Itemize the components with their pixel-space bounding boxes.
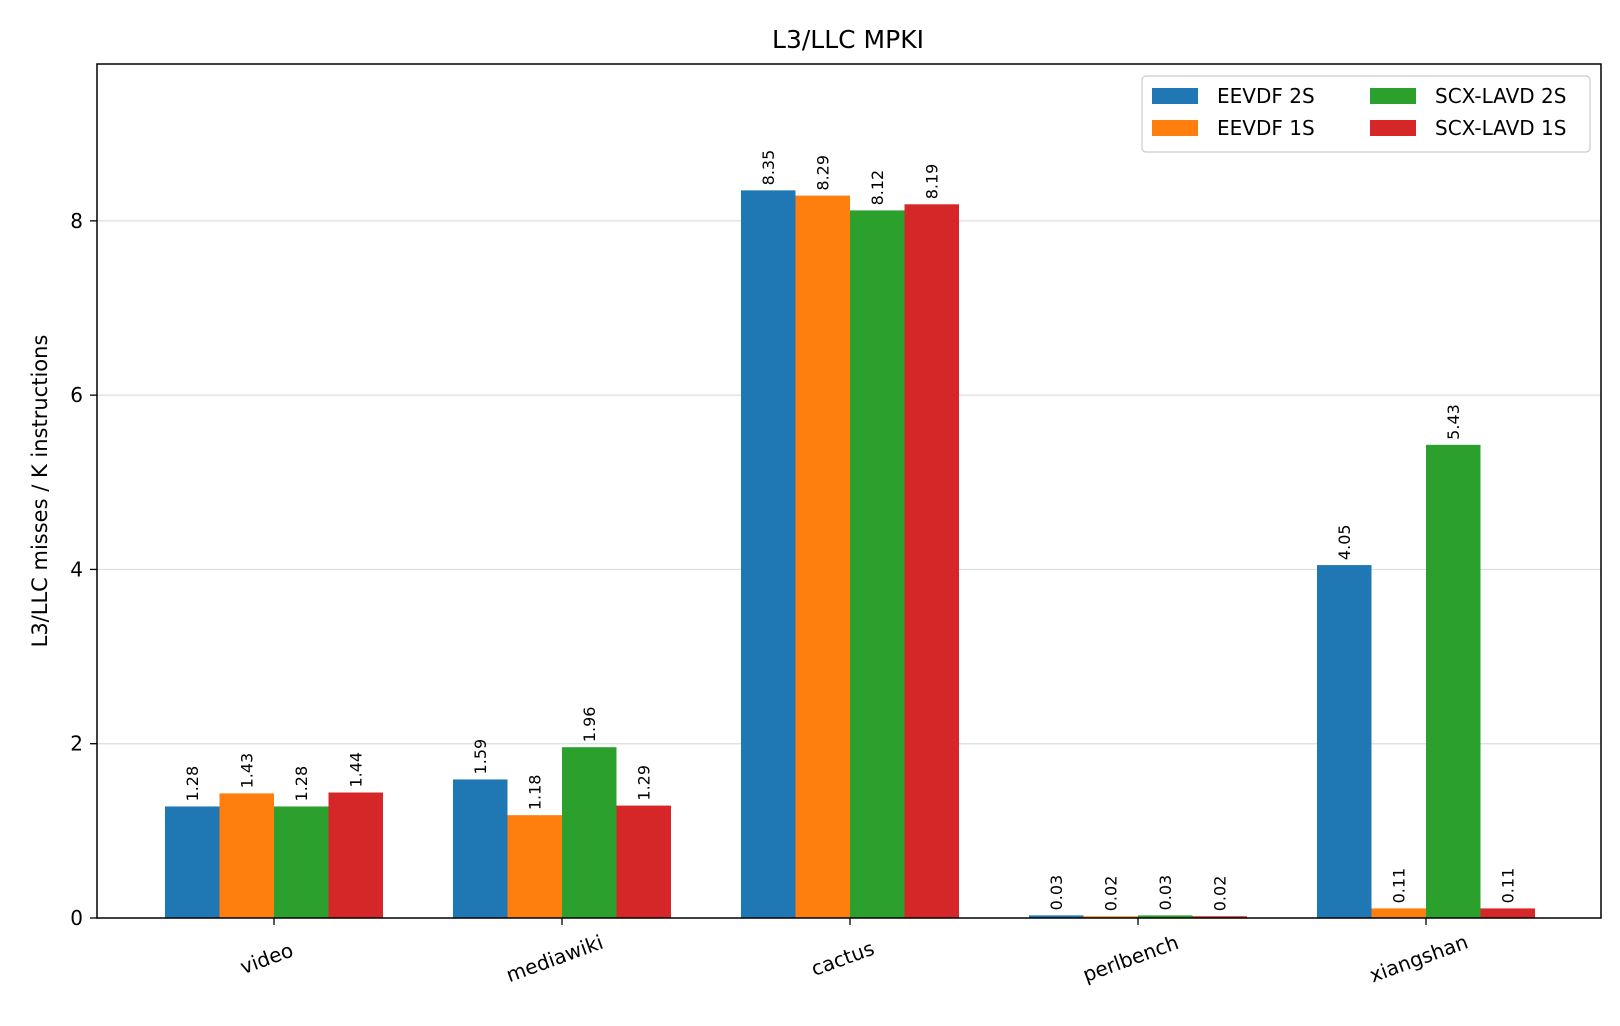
bar-value-label: 1.43 (238, 753, 257, 789)
bar (616, 805, 671, 918)
bar (219, 793, 274, 918)
bar-value-label: 0.03 (1047, 875, 1066, 911)
bar-value-label: 8.19 (923, 164, 942, 200)
legend-swatch (1152, 120, 1198, 136)
legend-swatch (1370, 120, 1416, 136)
bar (453, 779, 508, 918)
bar (850, 210, 905, 918)
bar-labels: 1.28 1.43 1.28 1.44 1.59 1.18 1.96 1.29 8.35 8.29… (183, 150, 1518, 912)
y-axis-title: L3/LLC misses / K instructions (28, 335, 52, 648)
legend-swatch (1152, 88, 1198, 104)
x-tick-label: xiangshan (1366, 930, 1471, 988)
bar (1138, 915, 1193, 918)
bar-value-label: 0.11 (1499, 868, 1518, 904)
bar-value-label: 8.35 (759, 150, 778, 186)
bar-value-label: 1.28 (292, 766, 311, 802)
y-tick-label: 0 (70, 906, 83, 930)
bar-value-label: 0.03 (1156, 875, 1175, 911)
bar-value-label: 1.29 (635, 765, 654, 801)
bar-value-label: 1.59 (471, 739, 490, 775)
bar (1480, 908, 1535, 918)
x-tick-label: cactus (808, 936, 877, 981)
y-tick-label: 2 (70, 732, 83, 756)
bar-value-label: 0.11 (1390, 868, 1409, 904)
bars (165, 190, 1535, 919)
bar (1083, 916, 1138, 918)
bar-value-label: 0.02 (1102, 876, 1121, 912)
bar (1426, 444, 1481, 918)
bar (1029, 915, 1084, 918)
bar (328, 792, 383, 918)
bar (274, 806, 329, 918)
legend-label: SCX-LAVD 2S (1435, 84, 1566, 108)
bar (904, 204, 959, 919)
legend-label: EEVDF 1S (1217, 116, 1315, 140)
bar (1371, 908, 1426, 918)
y-axis: 0 2 4 6 8 (70, 209, 97, 930)
bar-value-label: 4.05 (1335, 524, 1354, 560)
x-tick-label: video (237, 938, 297, 979)
y-tick-label: 4 (70, 557, 83, 581)
bar (562, 747, 617, 918)
y-tick-label: 6 (70, 383, 83, 407)
bar-value-label: 1.28 (183, 766, 202, 802)
plot-frame (96, 63, 1602, 919)
bar (165, 806, 220, 918)
x-tick-label: perlbench (1079, 930, 1181, 987)
legend: EEVDF 2S EEVDF 1S SCX-LAVD 2S SCX-LAVD 1S (1141, 75, 1591, 153)
bar-value-label: 1.44 (347, 752, 366, 788)
bar (1317, 565, 1372, 918)
y-tick-label: 8 (70, 209, 83, 233)
chart-title: L3/LLC MPKI (772, 25, 924, 54)
bar (507, 815, 562, 918)
legend-label: SCX-LAVD 1S (1435, 116, 1566, 140)
bar (1192, 916, 1247, 918)
legend-label: EEVDF 2S (1217, 84, 1315, 108)
legend-swatch (1370, 88, 1416, 104)
x-axis: video mediawiki cactus perlbench xiangshan (237, 918, 1471, 987)
bar (741, 190, 796, 918)
x-tick-label: mediawiki (503, 930, 606, 987)
bar-value-label: 8.12 (868, 170, 887, 206)
bar-value-label: 1.96 (580, 707, 599, 743)
bar (795, 195, 850, 919)
bar-value-label: 5.43 (1444, 404, 1463, 440)
bar-value-label: 0.02 (1211, 876, 1230, 912)
bar-value-label: 1.18 (526, 775, 545, 811)
legend-box (1141, 75, 1591, 153)
bar-value-label: 8.29 (814, 155, 833, 191)
